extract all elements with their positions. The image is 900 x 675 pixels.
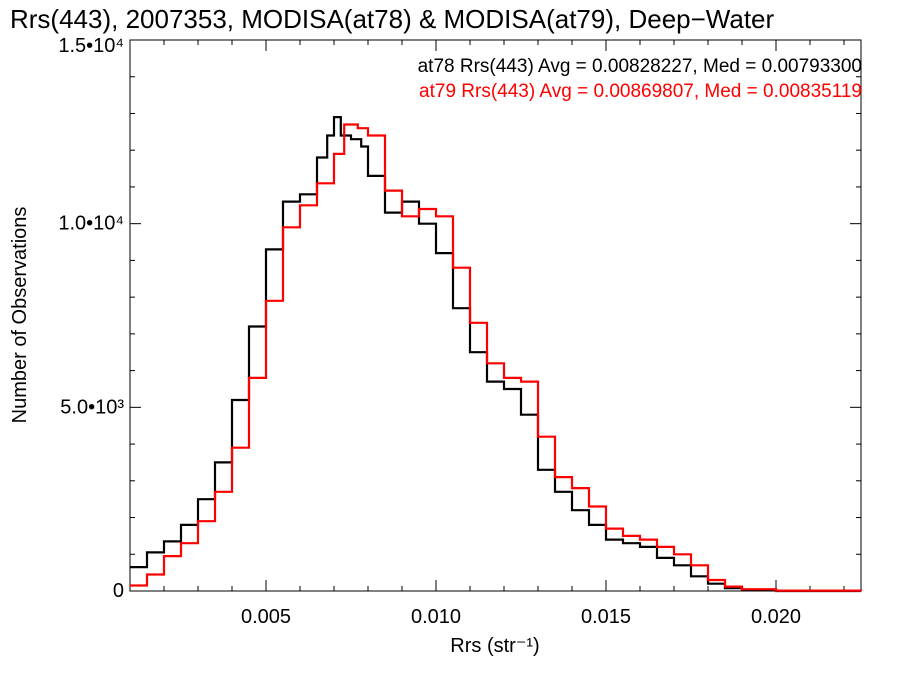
plot-frame [129, 39, 862, 592]
y-tick-label: 0 [113, 580, 124, 602]
series-line-at79 [130, 123, 863, 592]
y-tick-label: 1.0•10⁴ [58, 213, 124, 235]
y-tick-label: 5.0•10³ [60, 396, 124, 418]
x-tick-label: 0.020 [751, 606, 801, 628]
plot-area [129, 39, 862, 592]
y-tick-label: 1.5•10⁴ [58, 35, 124, 57]
series-line-at78 [130, 116, 861, 593]
x-tick-label: 0.005 [241, 606, 291, 628]
x-tick-label: 0.010 [411, 606, 461, 628]
x-tick-label: 0.015 [581, 606, 631, 628]
x-axis: 0.005 0.010 0.015 0.020 [129, 40, 845, 628]
y-axis-title: Number of Observations [9, 207, 31, 424]
chart-title: Rrs(443), 2007353, MODISA(at78) & MODISA… [10, 4, 775, 34]
x-axis-title: Rrs (str⁻¹) [450, 635, 539, 657]
legend-entry-at78: at78 Rrs(443) Avg = 0.00828227, Med = 0.… [418, 56, 862, 77]
series-layer [130, 116, 863, 593]
y-axis: 0 5.0•10³ 1.0•10⁴ 1.5•10⁴ [58, 35, 861, 602]
legend-entry-at79: at79 Rrs(443) Avg = 0.00869807, Med = 0.… [419, 81, 862, 102]
